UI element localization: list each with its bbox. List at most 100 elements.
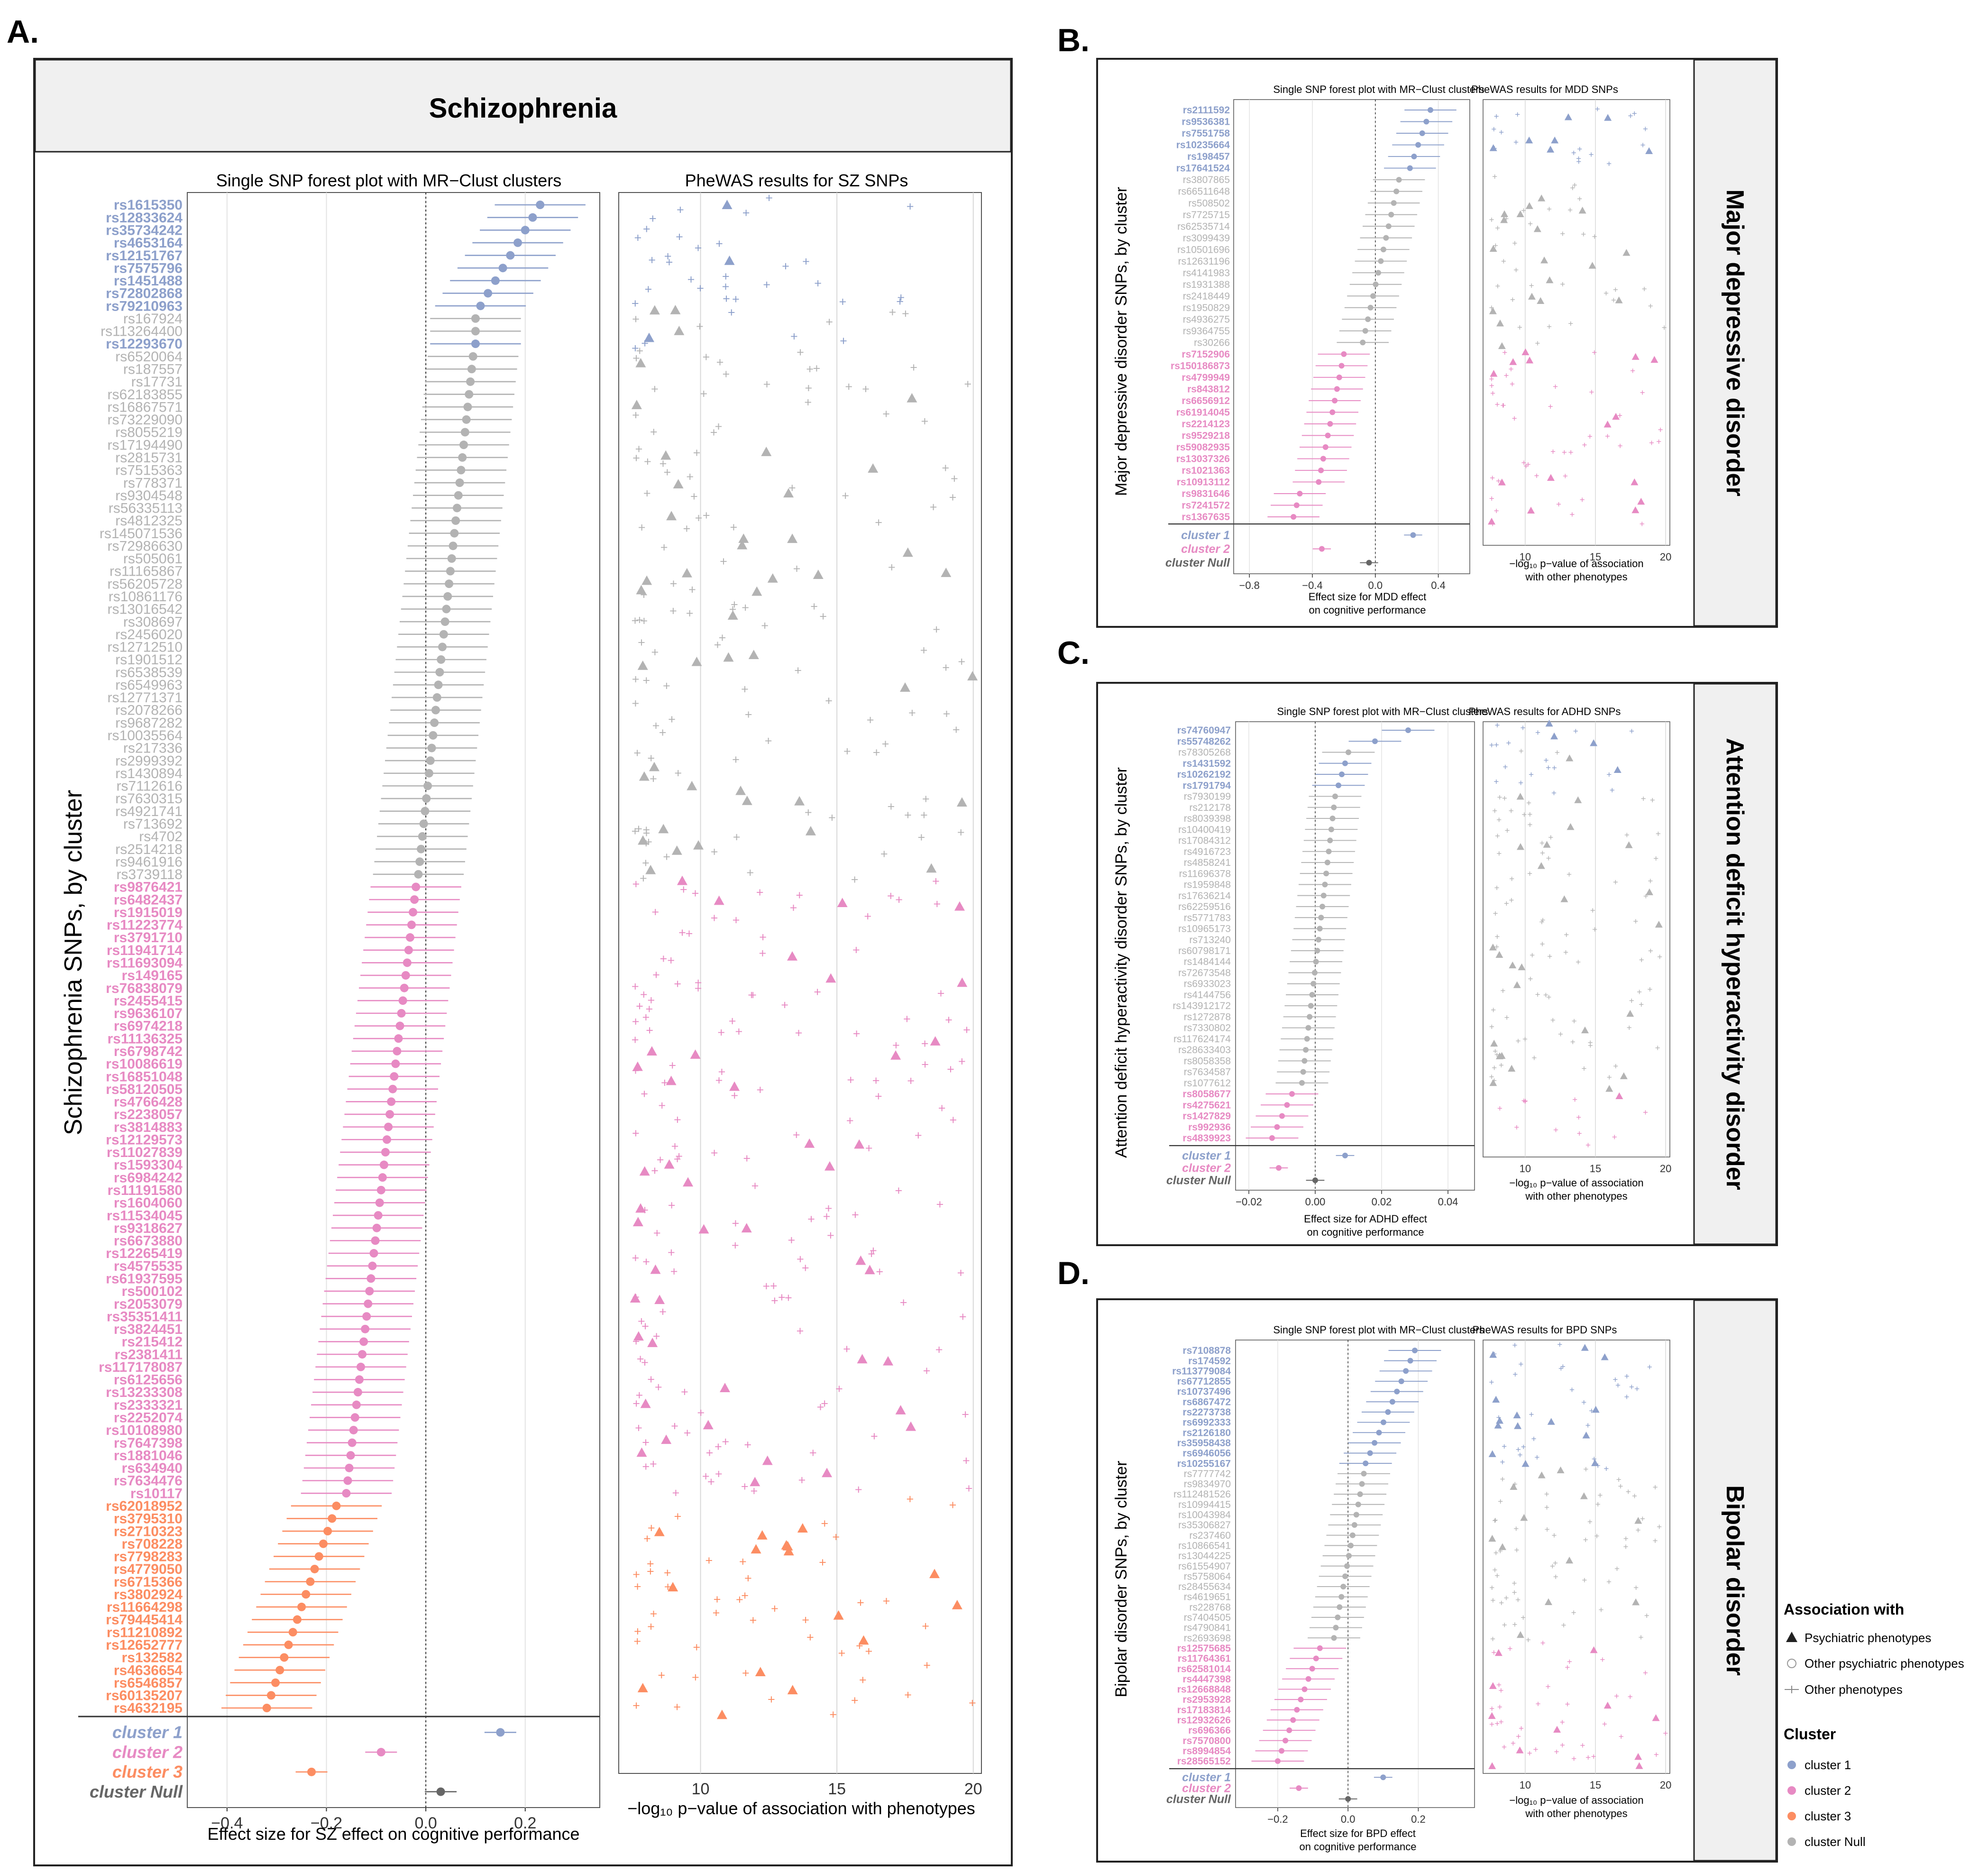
phewas-cross: +: [1588, 1041, 1593, 1051]
phewas-triangle: [883, 1356, 894, 1366]
phewas-cross: +: [1663, 1729, 1668, 1739]
phewas-triangle: [1615, 1092, 1623, 1100]
phewas-cross: +: [1567, 205, 1573, 215]
phewas-triangle: [691, 656, 702, 666]
phewas-cross: +: [651, 905, 659, 919]
phewas-cross: +: [1567, 1657, 1572, 1667]
phewas-cross: +: [1640, 519, 1645, 529]
snp-label: rs17084312: [1178, 836, 1231, 846]
phewas-cross: +: [876, 1265, 883, 1279]
phewas-tick-label: 20: [1660, 551, 1671, 563]
snp-label: rs60798171: [1178, 946, 1231, 956]
phewas-triangle: [855, 1255, 866, 1265]
snp-label: rs505061: [123, 551, 183, 567]
phewas-cross: +: [1628, 111, 1633, 121]
snp-point: [1301, 1058, 1308, 1064]
phewas-cross: +: [1489, 741, 1494, 751]
phewas-cross: +: [793, 562, 801, 576]
phewas-cross: +: [1568, 448, 1574, 458]
snp-label: rs3814883: [114, 1120, 183, 1135]
phewas-cross: +: [1528, 219, 1533, 229]
phewas-triangle: [1543, 841, 1551, 848]
phewas-cross: +: [1512, 1620, 1517, 1630]
snp-label: rs1915019: [114, 905, 183, 920]
snp-point: [1336, 782, 1341, 789]
phewas-cross: +: [1489, 1583, 1494, 1593]
phewas-cross: +: [880, 847, 888, 861]
phewas-cross: +: [923, 1658, 931, 1672]
phewas-cross: +: [921, 1037, 929, 1051]
phewas-triangle: [1613, 766, 1622, 773]
snp-label: rs12293670: [106, 336, 183, 352]
phewas-cross: +: [1633, 1583, 1639, 1593]
snp-label: rs12668848: [1177, 1684, 1231, 1695]
phewas-cross: +: [857, 1596, 864, 1610]
snp-point: [1326, 848, 1332, 854]
snp-point: [432, 693, 441, 702]
phewas-triangle: [671, 845, 682, 855]
snp-point: [275, 1666, 284, 1675]
phewas-triangle: [930, 1036, 941, 1046]
phewas-cross: +: [645, 1002, 653, 1016]
phewas-cross: +: [1494, 1571, 1500, 1581]
snp-point: [352, 1400, 361, 1409]
phewas-cross: +: [1495, 281, 1500, 291]
summary-point: [1296, 1785, 1302, 1791]
phewas-cross: +: [1515, 110, 1520, 119]
phewas-cross: +: [648, 253, 656, 267]
snp-label: rs228768: [1189, 1602, 1231, 1613]
summary-label: cluster 1: [1182, 1149, 1231, 1162]
phewas-cross: +: [1526, 798, 1531, 808]
snp-point: [1405, 727, 1411, 733]
snp-point: [1322, 444, 1328, 450]
phewas-tick-label: 10: [1520, 1163, 1531, 1175]
phewas-cross: +: [951, 472, 958, 486]
snp-point: [369, 1249, 378, 1258]
phewas-triangle: [1645, 888, 1653, 895]
snp-point: [414, 870, 423, 879]
phewas-cross: +: [660, 540, 668, 554]
phewas-cross: +: [650, 1607, 658, 1621]
phewas-triangle: [837, 898, 848, 908]
phewas-cross: +: [1581, 1064, 1586, 1074]
phewas-cross: +: [1500, 1474, 1505, 1484]
phewas-cross: +: [828, 811, 836, 825]
snp-point: [1360, 340, 1366, 346]
phewas-cross: +: [938, 1101, 946, 1115]
phewas-cross: +: [1523, 461, 1529, 471]
phewas-cross: +: [741, 1479, 749, 1494]
phewas-cross: +: [1519, 1724, 1524, 1734]
snp-point: [375, 1198, 384, 1207]
snp-point: [1289, 1091, 1295, 1097]
snp-label: rs12129573: [106, 1132, 183, 1148]
snp-point: [407, 920, 416, 929]
snp-point: [1319, 903, 1326, 909]
phewas-cross: +: [1499, 1060, 1504, 1070]
phewas-cross: +: [1502, 1620, 1507, 1630]
phewas-cross: +: [915, 1129, 922, 1143]
phewas-cross: +: [732, 1216, 739, 1230]
phewas-cross: +: [1653, 1482, 1658, 1492]
phewas-triangle: [1604, 114, 1612, 121]
snp-point: [460, 428, 469, 437]
snp-label: rs56205728: [108, 576, 183, 592]
snp-point: [1325, 432, 1331, 439]
snp-point: [306, 1577, 315, 1586]
phewas-cross: +: [1657, 952, 1662, 962]
phewas-cross: +: [722, 279, 730, 294]
snp-label: rs2111592: [1183, 105, 1230, 116]
phewas-cross: +: [1494, 506, 1499, 516]
phewas-cross: +: [1489, 375, 1494, 385]
phewas-cross: +: [1503, 214, 1509, 224]
phewas-cross: +: [1551, 788, 1557, 798]
snp-label: rs17636214: [1178, 891, 1231, 901]
phewas-cross: +: [1623, 1534, 1629, 1544]
phewas-cross: +: [1534, 1452, 1539, 1462]
phewas-cross: +: [1613, 878, 1618, 888]
snp-point: [1311, 970, 1318, 976]
phewas-triangle: [1521, 348, 1530, 356]
phewas-cross: +: [1489, 494, 1494, 504]
phewas-cross: +: [1618, 441, 1623, 451]
phewas-cross: +: [640, 588, 648, 602]
phewas-cross: +: [666, 255, 673, 269]
